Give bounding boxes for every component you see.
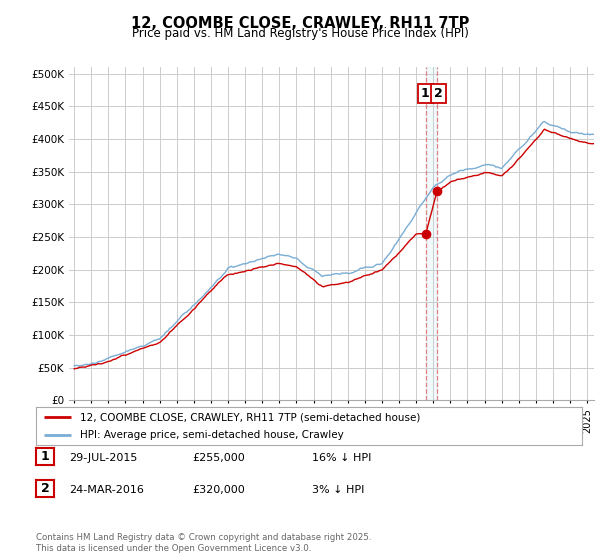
Text: £320,000: £320,000	[192, 485, 245, 495]
Text: 1: 1	[421, 87, 430, 100]
Text: 2: 2	[41, 482, 49, 496]
Text: 29-JUL-2015: 29-JUL-2015	[69, 452, 137, 463]
Text: 1: 1	[41, 450, 49, 463]
Text: Price paid vs. HM Land Registry's House Price Index (HPI): Price paid vs. HM Land Registry's House …	[131, 27, 469, 40]
Bar	[426, 67, 437, 400]
Text: 24-MAR-2016: 24-MAR-2016	[69, 485, 144, 495]
Text: HPI: Average price, semi-detached house, Crawley: HPI: Average price, semi-detached house,…	[80, 430, 343, 440]
Text: Contains HM Land Registry data © Crown copyright and database right 2025.
This d: Contains HM Land Registry data © Crown c…	[36, 533, 371, 553]
Text: £255,000: £255,000	[192, 452, 245, 463]
Text: 2: 2	[434, 87, 442, 100]
Text: 3% ↓ HPI: 3% ↓ HPI	[312, 485, 364, 495]
Text: 12, COOMBE CLOSE, CRAWLEY, RH11 7TP (semi-detached house): 12, COOMBE CLOSE, CRAWLEY, RH11 7TP (sem…	[80, 412, 420, 422]
Text: 12, COOMBE CLOSE, CRAWLEY, RH11 7TP: 12, COOMBE CLOSE, CRAWLEY, RH11 7TP	[131, 16, 469, 31]
Text: 16% ↓ HPI: 16% ↓ HPI	[312, 452, 371, 463]
